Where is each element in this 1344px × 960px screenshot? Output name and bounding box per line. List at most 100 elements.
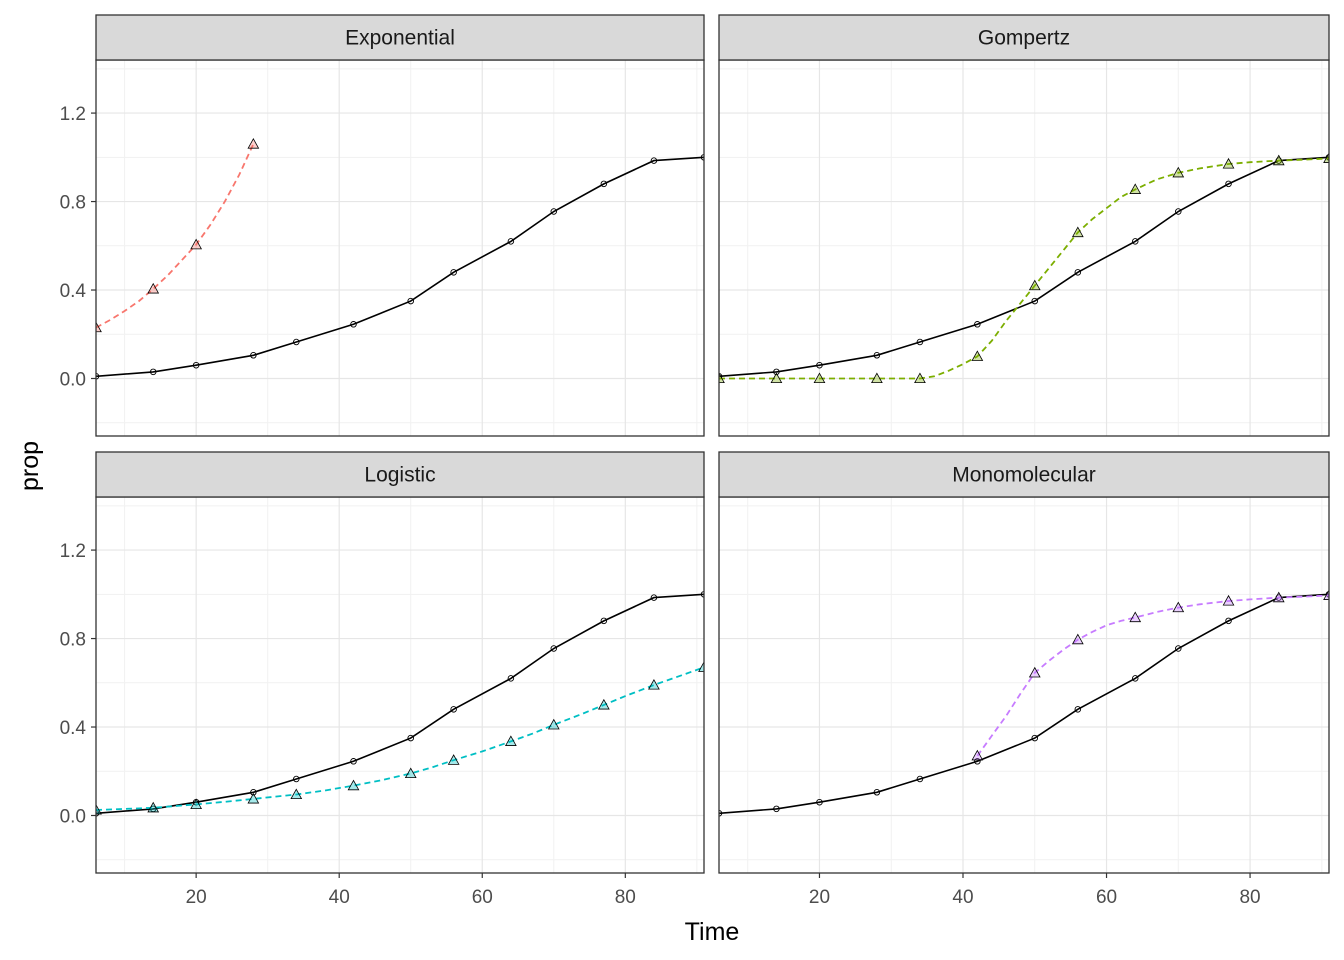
facet-strip [95, 451, 705, 498]
facet-title: Logistic [364, 464, 435, 487]
observed-line [96, 156, 704, 378]
observed-point [1074, 269, 1082, 276]
y-tick-label: 0.0 [60, 806, 86, 827]
panel-data [96, 138, 704, 380]
facet-title: Exponential [345, 27, 455, 50]
facet-title: Monomolecular [952, 464, 1096, 487]
observed-point [1225, 617, 1232, 625]
fitted-line-gompertz [719, 157, 1329, 380]
facet-strip [718, 14, 1330, 61]
fitted-point [597, 698, 610, 710]
observed-point [550, 208, 558, 215]
fitted-point [247, 792, 260, 804]
observed-point [816, 798, 823, 806]
fitted-point [547, 718, 560, 730]
fitted-line-monomolecular [976, 594, 1329, 757]
fitted-point [96, 803, 102, 815]
observed-point [149, 368, 157, 376]
panel-gompertz: Gompertz [718, 14, 1330, 437]
facet-strip [95, 14, 705, 61]
panel-data [719, 152, 1329, 384]
y-tick-label: 1.2 [60, 104, 86, 125]
y-tick-label: 0.8 [60, 193, 86, 214]
observed-point [974, 758, 981, 765]
x-axis-title: Time [685, 918, 740, 946]
observed-point [96, 373, 100, 380]
fitted-point [447, 754, 460, 765]
y-tick-label: 0.0 [60, 369, 86, 390]
observed-point [600, 617, 608, 625]
panel-exponential: Exponential 0.0 0.4 0.8 1.2 [60, 14, 705, 437]
fitted-point [1028, 666, 1041, 678]
panel-monomolecular: Monomolecular 20 40 60 80 [718, 451, 1330, 908]
fitted-point [1272, 591, 1285, 603]
observed-point [250, 352, 257, 359]
facet-title: Gompertz [978, 27, 1070, 50]
fitted-point [1222, 157, 1235, 169]
plot-background [719, 60, 1329, 436]
fitted-point [1222, 594, 1235, 606]
plot-background [96, 497, 704, 873]
x-tick-label: 40 [952, 887, 973, 908]
observed-point [1074, 706, 1082, 713]
observed-point [250, 789, 257, 796]
plot-background [719, 497, 1329, 873]
observed-point [1131, 675, 1139, 682]
observed-point [1175, 208, 1182, 215]
observed-point [773, 368, 780, 376]
x-tick-label: 60 [1096, 887, 1117, 908]
fitted-point [1129, 183, 1142, 194]
observed-point [916, 338, 924, 346]
observed-point [293, 338, 300, 346]
y-tick-label: 1.2 [60, 541, 86, 562]
fitted-point [914, 372, 926, 384]
panel-data [719, 589, 1329, 817]
facet-strip [718, 451, 1330, 498]
fitted-point [1272, 154, 1285, 166]
observed-point [507, 238, 515, 245]
fitted-point [147, 282, 160, 294]
observed-point [1031, 297, 1039, 305]
observed-point [600, 180, 608, 188]
x-tick-label: 80 [615, 887, 636, 908]
observed-line [96, 593, 704, 815]
fitted-point [347, 779, 360, 791]
fitted-point [290, 788, 303, 800]
observed-point [96, 810, 100, 817]
observed-point [916, 775, 924, 783]
y-tick-label: 0.4 [60, 718, 87, 739]
observed-point [1175, 645, 1182, 652]
fitted-point [813, 372, 826, 384]
fitted-point [404, 767, 417, 779]
observed-point [550, 645, 558, 652]
y-axis-title: prop [16, 441, 44, 491]
fitted-point [1323, 589, 1329, 600]
fitted-point [190, 238, 203, 250]
observed-point [407, 734, 414, 742]
fitted-point [698, 661, 704, 672]
x-tick-label: 80 [1239, 887, 1260, 908]
observed-point [450, 706, 457, 713]
observed-point [507, 675, 515, 682]
observed-point [1031, 734, 1039, 742]
observed-point [450, 269, 457, 276]
fitted-line-logistic [96, 666, 704, 811]
fitted-point [190, 798, 203, 809]
fitted-point [147, 801, 160, 813]
observed-point [650, 157, 658, 164]
observed-point [407, 297, 414, 305]
x-tick-label: 20 [809, 887, 830, 908]
fitted-point [1129, 611, 1142, 623]
observed-point [293, 775, 300, 783]
observed-point [873, 789, 881, 796]
fitted-line-exponential [96, 143, 255, 329]
observed-point [700, 154, 704, 161]
observed-point [650, 594, 658, 601]
y-tick-label: 0.8 [60, 630, 86, 651]
observed-point [350, 758, 357, 765]
observed-line [719, 156, 1329, 378]
fitted-point [247, 138, 260, 149]
fitted-point [719, 372, 725, 384]
observed-point [1225, 180, 1232, 188]
